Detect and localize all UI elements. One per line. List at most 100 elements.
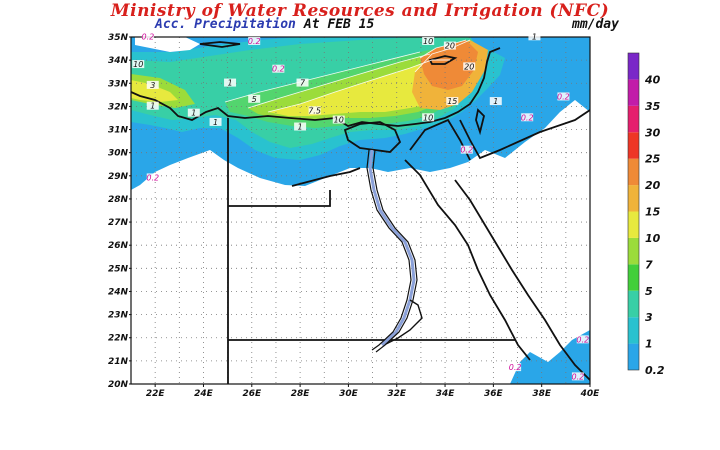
contour-label: 15 [447, 97, 457, 106]
contour-label: 0.2 [509, 363, 522, 372]
precip-gap-libya [135, 37, 200, 52]
legend-swatch [628, 79, 639, 106]
lake-nasser [385, 299, 423, 345]
subtitle-label: Acc. Precipitation [155, 17, 296, 32]
coastlines-borders [131, 41, 590, 384]
contour-lines [224, 39, 471, 113]
legend-swatch [628, 317, 639, 344]
contour-label: 1 [532, 32, 537, 41]
cyprus-outline [428, 55, 458, 65]
contour-label: 0.2 [460, 146, 473, 155]
contour-label-bg [557, 92, 570, 101]
contour-label: 5 [252, 95, 257, 104]
contour-label: 0.2 [142, 32, 155, 41]
contour-label-bg [296, 78, 309, 87]
contour-label-bg [576, 335, 589, 344]
contour-label-bg [463, 62, 476, 71]
lat-label: 20N [108, 380, 129, 390]
longitude-labels: 22E 24E 26E 28E 30E 32E 34E 36E 38E 40E [146, 384, 600, 399]
lat-label: 23N [108, 311, 129, 321]
legend-swatch [628, 105, 639, 133]
contour-label: 20 [445, 42, 455, 51]
legend-swatch [628, 132, 639, 159]
units-label: mm/day [572, 17, 619, 32]
contour-label-bg [248, 94, 261, 103]
contour-label-bg [224, 78, 237, 87]
contour-label: 7.5 [308, 106, 321, 115]
contour-line-10 [267, 59, 450, 113]
contour-line-7 [247, 53, 431, 109]
contour-label: 10 [423, 37, 433, 46]
contour-label: 0.2 [272, 65, 285, 74]
precip-area-20 [420, 40, 478, 90]
libya-inner-line [291, 167, 361, 187]
jordan-border [459, 109, 590, 160]
legend-label: 5 [645, 285, 653, 298]
contour-label: 0.2 [572, 372, 585, 381]
lat-label: 22N [108, 334, 129, 344]
contour-label: 1 [150, 102, 155, 111]
contour-label: 10 [133, 60, 143, 69]
libya-internal-border [228, 190, 331, 207]
legend-swatch [628, 158, 639, 186]
legend-label: 20 [645, 179, 661, 192]
legend-swatch [628, 290, 639, 318]
contour-label: 3 [150, 81, 155, 90]
nile-channel [368, 149, 416, 347]
lat-label: 34N [108, 56, 129, 66]
contour-label: 1 [191, 109, 196, 118]
contour-label-bg [422, 113, 435, 122]
legend-label: 15 [645, 206, 661, 219]
legend-swatch [628, 185, 639, 212]
lon-label: 28E [291, 389, 311, 399]
contour-label-bg [308, 106, 321, 115]
contour-label-bg [209, 117, 222, 126]
lat-label: 30N [108, 149, 129, 159]
page-title: Ministry of Water Resources and Irrigati… [110, 1, 610, 21]
contour-label: 1 [298, 123, 303, 132]
lat-label: 33N [108, 79, 129, 89]
legend-label: 3 [645, 311, 653, 324]
legend-swatch [628, 264, 639, 291]
contour-label-bg [509, 363, 522, 372]
contour-label-bg [248, 36, 261, 45]
lat-label: 26N [108, 241, 129, 251]
contour-label-bg [146, 80, 159, 89]
plot-border [130, 36, 591, 385]
contour-label-bg [141, 32, 154, 41]
legend-label: 10 [645, 232, 661, 245]
lat-label: 29N [108, 172, 129, 182]
contour-label: 7 [300, 79, 306, 88]
subtitle-date: At FEB 15 [303, 17, 375, 32]
contour-label: 0.2 [248, 37, 261, 46]
contour-label: 1 [493, 97, 498, 106]
legend-label: 25 [645, 153, 661, 166]
contour-label: 20 [464, 62, 474, 71]
legend-label: 0.2 [645, 364, 665, 377]
lon-label: 40E [580, 389, 601, 399]
contour-label: 0.2 [146, 173, 159, 182]
contour-label-bg [571, 372, 584, 381]
precip-area-0.2-south [510, 330, 590, 384]
contour-label: 1 [213, 118, 218, 127]
lon-label: 38E [532, 389, 552, 399]
contour-label: 0.2 [521, 113, 534, 122]
contour-label: 10 [423, 113, 433, 122]
nile-river [366, 149, 423, 353]
contour-line-5 [224, 51, 421, 103]
crete-outline [199, 41, 241, 48]
contour-label-bg [446, 97, 459, 106]
legend-swatch [628, 53, 639, 80]
lat-label: 24N [108, 287, 129, 297]
contour-label-bg [460, 145, 473, 154]
lat-label: 28N [108, 195, 129, 205]
legend-swatch [628, 237, 639, 265]
contour-label-bg [187, 108, 200, 117]
contour-labels: 0.2 0.2 10 3 1 0.2 1 7 5 7.5 10 1 1 1 0.2 10 20 20 15 10 1 0.… [132, 32, 589, 381]
contour-label-bg [272, 64, 285, 73]
contour-label-bg [294, 122, 307, 131]
lat-label: 25N [108, 264, 129, 274]
legend-swatch [628, 343, 639, 370]
